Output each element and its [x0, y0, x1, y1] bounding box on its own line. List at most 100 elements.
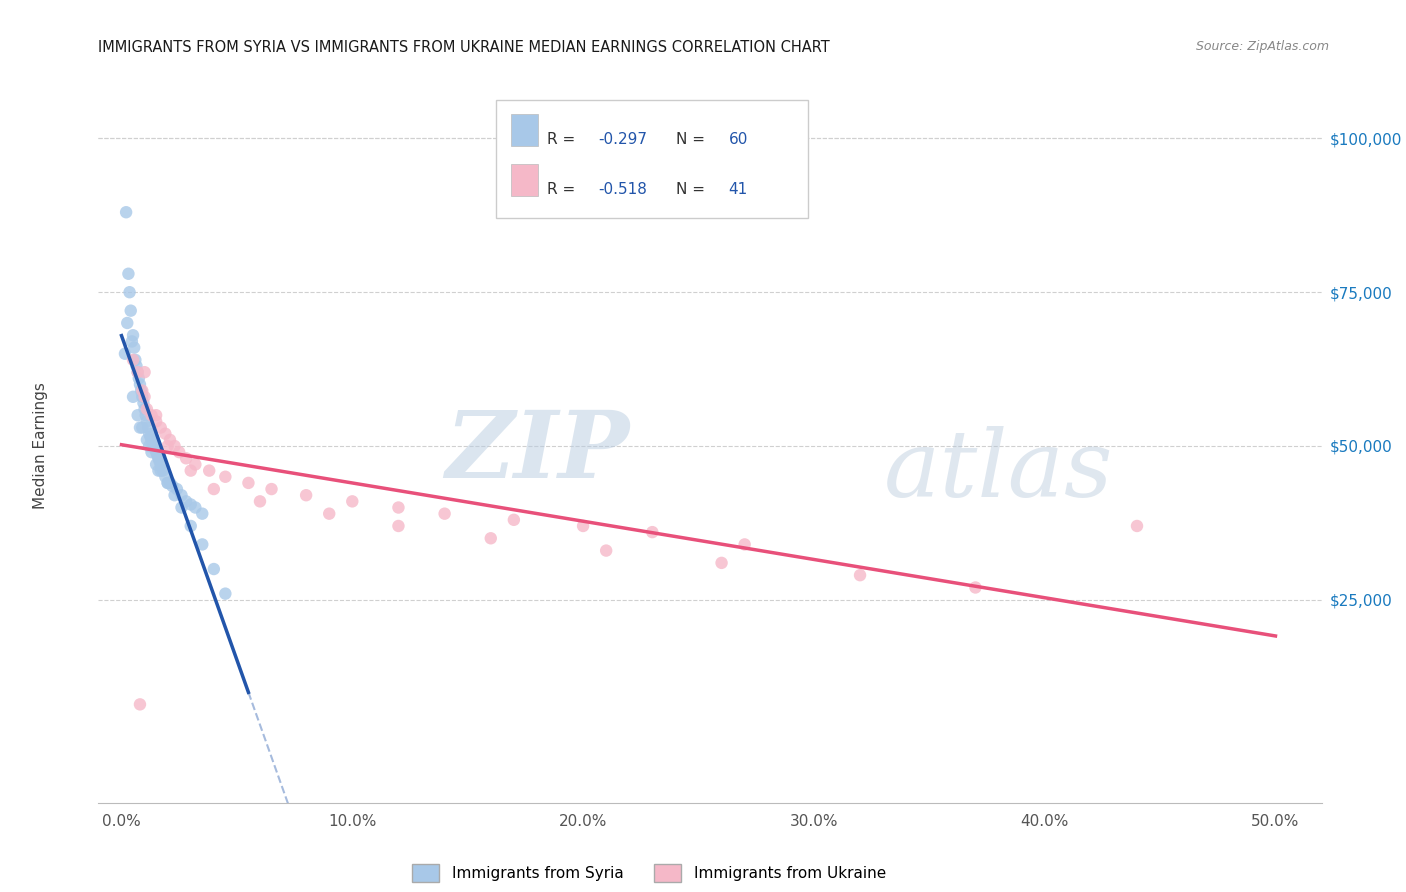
Point	[180, 464, 202, 478]
Point	[129, 384, 152, 398]
Point	[125, 359, 148, 373]
Text: -0.297: -0.297	[599, 132, 648, 146]
Point	[162, 479, 184, 493]
Point	[127, 409, 149, 423]
Point	[148, 451, 170, 466]
Point	[131, 420, 153, 434]
Point	[149, 454, 172, 468]
Point	[249, 494, 271, 508]
Point	[387, 500, 409, 515]
Point	[295, 488, 318, 502]
Point	[135, 433, 157, 447]
Text: N =: N =	[676, 132, 710, 146]
Point	[141, 445, 163, 459]
Point	[202, 562, 225, 576]
Point	[260, 482, 283, 496]
Point	[129, 377, 152, 392]
Point	[156, 475, 179, 490]
Point	[184, 458, 207, 472]
Point	[114, 347, 136, 361]
Point	[117, 316, 139, 330]
Point	[129, 698, 152, 712]
Point	[184, 500, 207, 515]
Point	[238, 475, 260, 490]
Point	[134, 365, 156, 379]
Point	[149, 464, 172, 478]
Text: Median Earnings: Median Earnings	[34, 383, 48, 509]
Point	[156, 439, 179, 453]
Point	[342, 494, 364, 508]
Point	[180, 498, 202, 512]
Point	[118, 285, 141, 300]
Point	[318, 507, 340, 521]
Point	[128, 371, 150, 385]
Point	[145, 409, 167, 423]
Point	[115, 205, 138, 219]
Text: R =: R =	[547, 182, 581, 196]
Text: R =: R =	[547, 132, 581, 146]
Point	[138, 426, 160, 441]
Point	[159, 433, 181, 447]
Point	[120, 303, 142, 318]
Point	[734, 537, 756, 551]
Bar	[510, 114, 537, 146]
Text: N =: N =	[676, 182, 710, 196]
Point	[135, 402, 157, 417]
Point	[124, 352, 146, 367]
Point	[135, 414, 157, 428]
Point	[214, 587, 236, 601]
Point	[163, 488, 186, 502]
Point	[710, 556, 733, 570]
Point	[122, 341, 145, 355]
Point	[122, 328, 145, 343]
Point	[214, 469, 236, 483]
Point	[134, 402, 156, 417]
Point	[155, 426, 177, 441]
Point	[155, 469, 177, 483]
Point	[166, 482, 188, 496]
Text: atlas: atlas	[884, 425, 1114, 516]
Point	[595, 543, 617, 558]
Point	[142, 436, 165, 450]
Text: Source: ZipAtlas.com: Source: ZipAtlas.com	[1195, 40, 1329, 54]
Point	[433, 507, 456, 521]
Point	[135, 409, 157, 423]
Bar	[496, 100, 808, 218]
Point	[131, 384, 153, 398]
Point	[138, 439, 160, 453]
Point	[132, 396, 155, 410]
Point	[127, 365, 149, 379]
Point	[121, 334, 143, 349]
Point	[127, 365, 149, 379]
Point	[965, 581, 987, 595]
Legend: Immigrants from Syria, Immigrants from Ukraine: Immigrants from Syria, Immigrants from U…	[406, 858, 891, 888]
Point	[849, 568, 872, 582]
Point	[146, 448, 169, 462]
Point	[145, 458, 167, 472]
Point	[145, 445, 167, 459]
Point	[180, 519, 202, 533]
Bar	[510, 164, 537, 196]
Point	[148, 464, 170, 478]
Point	[191, 507, 214, 521]
Point	[145, 414, 167, 428]
Point	[387, 519, 409, 533]
Point	[167, 445, 190, 459]
Text: 41: 41	[728, 182, 748, 196]
Point	[1126, 519, 1149, 533]
Point	[191, 537, 214, 551]
Point	[572, 519, 595, 533]
Point	[129, 420, 152, 434]
Point	[141, 433, 163, 447]
Point	[163, 439, 186, 453]
Point	[159, 475, 181, 490]
Text: -0.518: -0.518	[599, 182, 648, 196]
Point	[202, 482, 225, 496]
Point	[136, 420, 159, 434]
Point	[131, 390, 153, 404]
Point	[142, 439, 165, 453]
Point	[156, 475, 179, 490]
Point	[152, 464, 174, 478]
Point	[134, 390, 156, 404]
Point	[117, 267, 139, 281]
